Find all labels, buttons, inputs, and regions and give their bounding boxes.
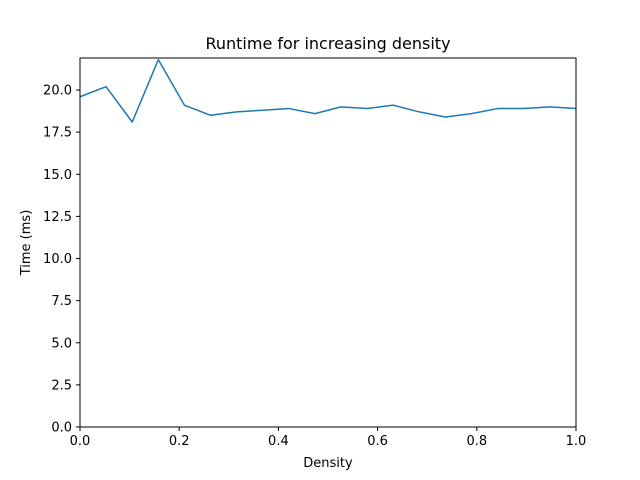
y-tick-label: 2.5 xyxy=(51,378,72,393)
series-layer xyxy=(79,58,577,123)
x-tick-label: 0.6 xyxy=(367,434,388,449)
series-line-0 xyxy=(79,58,577,123)
plot-frame xyxy=(79,57,577,428)
x-tick-label: 0.2 xyxy=(169,434,190,449)
y-tick-label: 12.5 xyxy=(43,210,72,225)
y-tick-label: 20.0 xyxy=(43,84,72,99)
x-tick-label: 0.0 xyxy=(70,434,91,449)
x-axis: 0.0 0.2 0.4 0.6 0.8 1.0 xyxy=(70,427,587,449)
plot-area xyxy=(80,58,576,427)
y-tick-label: 0.0 xyxy=(51,421,72,436)
y-axis-label: Time (ms) xyxy=(19,210,34,277)
y-tick-label: 17.5 xyxy=(43,126,72,141)
y-tick-label: 7.5 xyxy=(51,294,72,309)
y-axis: 0.0 2.5 5.0 7.5 10.0 12.5 15.0 17.5 20.0 xyxy=(43,84,80,436)
x-tick-label: 0.4 xyxy=(268,434,289,449)
chart-title: Runtime for increasing density xyxy=(205,34,450,53)
y-tick-label: 15.0 xyxy=(43,168,72,183)
x-tick-label: 0.8 xyxy=(466,434,487,449)
y-tick-label: 10.0 xyxy=(43,252,72,267)
x-tick-label: 1.0 xyxy=(566,434,587,449)
x-axis-label: Density xyxy=(303,456,353,471)
y-tick-label: 5.0 xyxy=(51,336,72,351)
